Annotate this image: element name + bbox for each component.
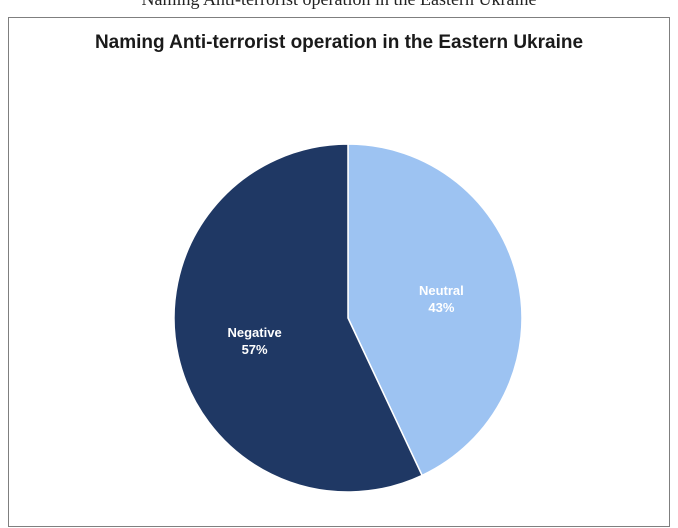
pie-slice-negative [173,143,424,493]
slice-value-neutral: 43% [428,300,454,315]
chart-frame: Naming Anti-terrorist operation in the E… [8,17,670,527]
pie-chart: Neutral 43% Negative 57% [173,143,523,493]
slice-value-negative: 57% [242,342,268,357]
slice-label-negative: Negative [228,325,282,340]
chart-title: Naming Anti-terrorist operation in the E… [94,32,584,53]
caption-fragment-text: Naming Anti-terrorist operation in the E… [0,0,678,10]
pie-slice-neutral [347,143,523,477]
slice-label-neutral: Neutral [419,283,464,298]
caption-fragment: Naming Anti-terrorist operation in the E… [0,0,678,20]
